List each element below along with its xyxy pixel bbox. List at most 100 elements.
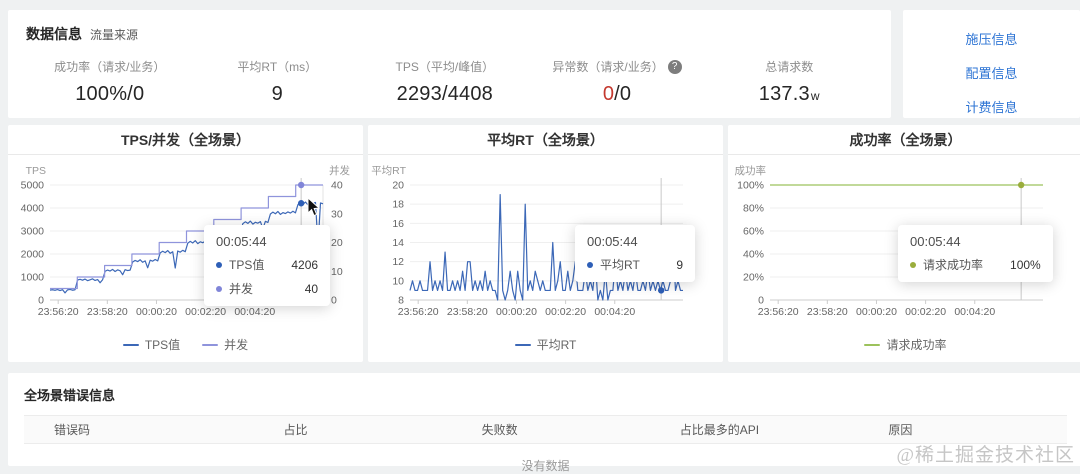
metrics-row: 成功率（请求/业务） 100%/0 平均RT（ms） 9 TPS（平均/峰值） … [26, 58, 873, 106]
legend-dash-icon [514, 343, 531, 346]
info-links-card: 施压信息 配置信息 计费信息 [903, 10, 1080, 118]
svg-text:4000: 4000 [21, 203, 45, 215]
link-billing-info[interactable]: 计费信息 [965, 100, 1018, 115]
svg-text:100%: 100% [737, 180, 764, 192]
help-icon[interactable]: ? [667, 59, 682, 74]
legend-dash-icon [122, 343, 139, 346]
avg-rt-dot-icon [587, 261, 593, 268]
metric-total-requests: 总请求数 137.3w [758, 60, 820, 105]
avg-rt-chart-tooltip: 00:05:44 平均RT 9 [575, 225, 695, 282]
svg-text:40: 40 [331, 180, 343, 192]
tps-chart-legend[interactable]: TPS值 并发 [8, 336, 363, 353]
avg-rt-chart-legend[interactable]: 平均RT [368, 336, 723, 353]
svg-text:5000: 5000 [21, 180, 45, 192]
data-info-card: 数据信息 流量来源 成功率（请求/业务） 100%/0 平均RT（ms） 9 T… [8, 10, 891, 118]
success-rate-dot-icon [910, 261, 916, 268]
tps-chart-title: TPS/并发（全场景） [8, 125, 363, 155]
avg-rt-chart-card: 平均RT（全场景） 8 10 12 14 16 18 20 平均RT 23:56:20 23:58… [368, 125, 723, 362]
tps-chart-tooltip: 00:05:44 TPS值 4206 并发 40 [204, 225, 331, 306]
svg-text:00:04:20: 00:04:20 [954, 306, 995, 318]
svg-text:00:00:20: 00:00:20 [136, 306, 177, 318]
col-top-api: 占比最多的API [649, 415, 859, 444]
svg-text:23:58:20: 23:58:20 [447, 306, 488, 318]
success-rate-chart-tooltip: 00:05:44 请求成功率 100% [898, 225, 1053, 282]
legend-item[interactable]: TPS值 [122, 336, 181, 353]
metric-tps: TPS（平均/峰值） 2293/4408 [395, 60, 495, 105]
svg-text:16: 16 [392, 218, 404, 230]
svg-text:0: 0 [38, 295, 44, 307]
metric-avg-rt: 平均RT（ms） 9 [237, 60, 318, 105]
empty-state-text: 没有数据 [521, 459, 570, 473]
svg-text:20: 20 [331, 237, 343, 249]
svg-text:00:00:20: 00:00:20 [496, 306, 537, 318]
data-info-header: 数据信息 流量来源 [26, 24, 873, 44]
legend-item[interactable]: 请求成功率 [864, 336, 947, 353]
link-config-info[interactable]: 配置信息 [965, 66, 1018, 81]
svg-text:3000: 3000 [21, 226, 45, 238]
svg-text:14: 14 [392, 237, 404, 249]
traffic-source-label: 流量来源 [90, 28, 139, 42]
svg-text:23:56:20: 23:56:20 [38, 306, 79, 318]
svg-text:00:02:20: 00:02:20 [185, 306, 226, 318]
svg-text:60%: 60% [743, 226, 764, 238]
legend-dash-icon [864, 343, 881, 346]
data-info-title: 数据信息 [26, 26, 82, 42]
error-section-title: 全场景错误信息 [24, 388, 116, 403]
svg-text:00:00:20: 00:00:20 [856, 306, 897, 318]
success-rate-chart-title: 成功率（全场景） [728, 125, 1080, 155]
svg-text:23:58:20: 23:58:20 [807, 306, 848, 318]
legend-item[interactable]: 并发 [202, 336, 248, 353]
svg-text:80%: 80% [743, 203, 764, 215]
col-reason: 原因 [858, 415, 1067, 444]
svg-text:40%: 40% [743, 249, 764, 261]
error-count-red: 0 [602, 83, 615, 105]
svg-text:成功率: 成功率 [735, 164, 767, 177]
svg-text:1000: 1000 [21, 272, 45, 284]
svg-text:23:56:20: 23:56:20 [398, 306, 439, 318]
unit-suffix: w [810, 89, 820, 103]
svg-text:00:04:20: 00:04:20 [234, 306, 275, 318]
legend-dash-icon [202, 343, 219, 346]
watermark: @稀土掘金技术社区 [896, 445, 1075, 466]
svg-text:TPS: TPS [26, 165, 46, 177]
avg-rt-chart-title: 平均RT（全场景） [368, 125, 723, 155]
tps-concurrency-chart-card: TPS/并发（全场景） 0 1000 2000 3000 4000 5000 TPS 0 10 2… [8, 125, 363, 362]
svg-text:18: 18 [392, 199, 404, 211]
concurrency-dot-icon [216, 285, 222, 292]
legend-item[interactable]: 平均RT [514, 336, 577, 353]
error-table-header-row: 错误码 占比 失败数 占比最多的API 原因 [24, 415, 1067, 444]
svg-text:23:58:20: 23:58:20 [87, 306, 128, 318]
success-rate-chart-card: 成功率（全场景） 0 20% 40% 60% 80% 100% 成功率 23:56:20 23:… [728, 125, 1080, 362]
svg-text:并发: 并发 [329, 164, 350, 177]
svg-text:10: 10 [392, 275, 404, 287]
svg-text:12: 12 [392, 256, 404, 268]
error-info-card: 全场景错误信息 错误码 占比 失败数 占比最多的API 原因 没有数据 [8, 373, 1080, 473]
svg-text:20%: 20% [743, 272, 764, 284]
svg-text:00:02:20: 00:02:20 [905, 306, 946, 318]
svg-text:30: 30 [331, 208, 343, 220]
legend-label: 平均RT [536, 338, 577, 352]
avg-rt-chart[interactable]: 8 10 12 14 16 18 20 平均RT 23:56:20 23:58:20 00:00:2… [368, 155, 723, 330]
col-error-code: 错误码 [24, 415, 254, 444]
legend-label: TPS值 [144, 338, 181, 352]
col-failure-count: 失败数 [451, 415, 650, 444]
svg-text:0: 0 [331, 295, 337, 307]
mouse-cursor-icon [307, 197, 321, 217]
tps-dot-icon [216, 261, 222, 268]
svg-text:23:56:20: 23:56:20 [758, 306, 799, 318]
svg-text:0: 0 [758, 295, 764, 307]
tps-concurrency-chart[interactable]: 0 1000 2000 3000 4000 5000 TPS 0 10 20 30 40 并发 23:56… [8, 155, 363, 330]
success-rate-chart-legend[interactable]: 请求成功率 [728, 336, 1080, 353]
legend-label: 请求成功率 [886, 338, 947, 352]
svg-text:平均RT: 平均RT [371, 165, 406, 177]
metric-error-count: 异常数（请求/业务） ? 0/0 [552, 58, 682, 106]
svg-text:00:02:20: 00:02:20 [545, 306, 586, 318]
link-pressure-info[interactable]: 施压信息 [965, 32, 1018, 47]
svg-text:2000: 2000 [21, 249, 45, 261]
error-table: 错误码 占比 失败数 占比最多的API 原因 [24, 415, 1067, 444]
col-percentage: 占比 [253, 415, 452, 444]
svg-text:8: 8 [398, 295, 404, 307]
legend-label: 并发 [224, 338, 249, 352]
metric-success-rate: 成功率（请求/业务） 100%/0 [54, 60, 166, 105]
svg-text:10: 10 [331, 266, 343, 278]
